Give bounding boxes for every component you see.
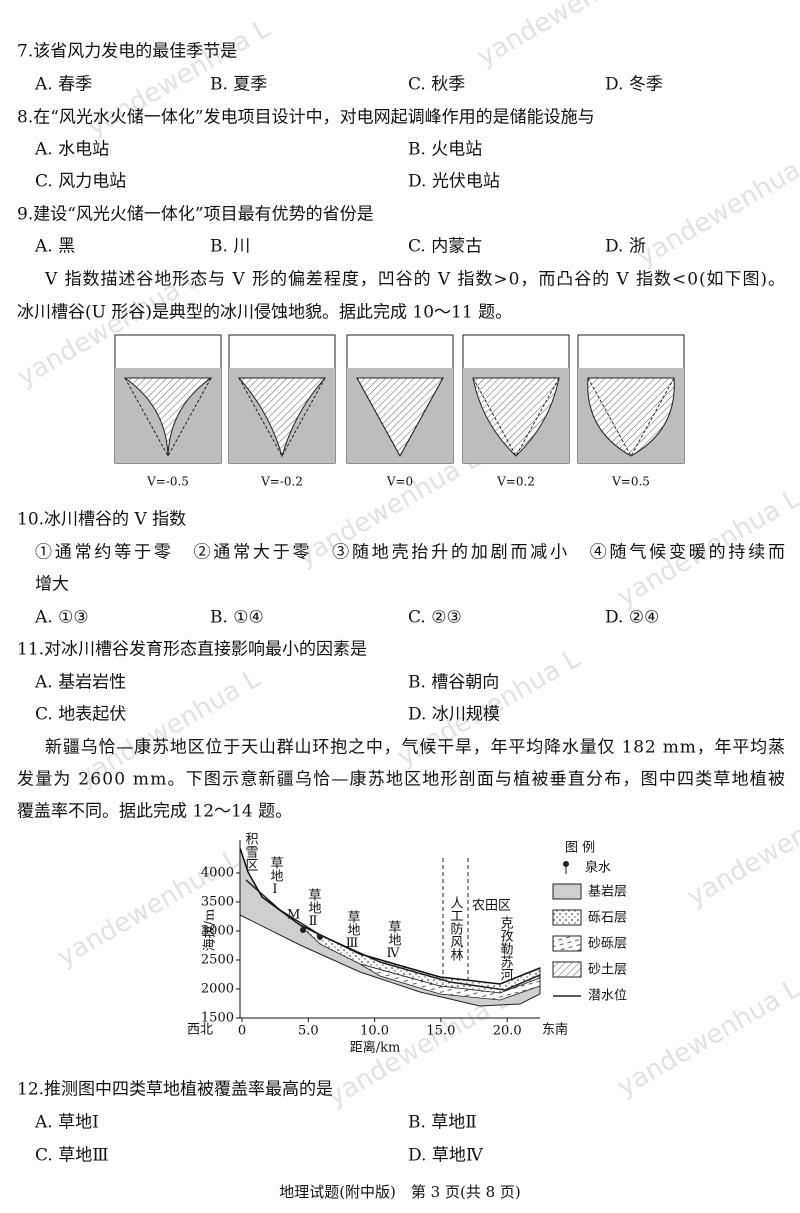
option: D. 草地Ⅳ [408, 1146, 484, 1166]
option: C. ②③ [408, 608, 462, 628]
question-stem: 11.对冰川槽谷发育形态直接影响最小的因素是 [17, 640, 367, 660]
spring [317, 934, 323, 940]
valley-cross-section [237, 377, 327, 458]
legend-label: 砾石层 [588, 911, 627, 926]
x-tick-label: 20.0 [493, 1024, 522, 1039]
option: C. 风力电站 [35, 172, 126, 192]
y-axis-title: 海拔/m [203, 909, 218, 952]
y-tick-label: 4000 [201, 866, 234, 881]
profile-figure: 4000 3500 3000 2500 2000 1500 0 5.0 10.0 15.0 20.0… [187, 832, 627, 1056]
valley-label: V=0.5 [611, 475, 650, 489]
legend-label: 泉水 [585, 860, 611, 876]
valley-label: V=0.2 [496, 475, 535, 489]
option: C. 地表起伏 [35, 705, 126, 725]
statement-line: 增大 [35, 575, 69, 595]
question-stem: 10.冰川槽谷的 V 指数 [17, 510, 186, 530]
valley-cross-section [472, 377, 560, 457]
end-label: 东南 [542, 1022, 568, 1038]
option: B. 川 [210, 237, 250, 257]
option: C. 内蒙古 [408, 237, 482, 257]
zone-label: 积雪区 [243, 832, 259, 871]
option: D. 浙 [605, 237, 646, 257]
zone-label: 草地Ⅰ [268, 856, 284, 897]
zone-label: 人工防风林 [448, 896, 464, 961]
option: B. 槽谷朝向 [408, 673, 499, 693]
x-tick-label: 5.0 [298, 1024, 319, 1039]
y-tick-label: 2000 [201, 982, 234, 997]
option: D. 光伏电站 [408, 172, 500, 192]
valley-label: V=0 [386, 475, 413, 489]
passage-line: 发量为 2600 mm。下图示意新疆乌恰—康苏地区地形剖面与植被垂直分布，图中四… [17, 770, 785, 790]
legend-label: 砂土层 [588, 963, 627, 978]
passage-line: 冰川槽谷(U 形谷)是典型的冰川侵蚀地貌。据此完成 10～11 题。 [17, 303, 512, 323]
watermark: yandewenhua L [682, 783, 800, 912]
legend-label: 潜水位 [588, 989, 627, 1004]
statement-line: ①通常约等于零 ②通常大于零 ③随地壳抬升的加剧而减小 ④随气候变暖的持续而 [35, 543, 785, 563]
valley-cross-section [356, 377, 444, 458]
x-tick-label: 0 [238, 1024, 246, 1039]
zone-label: 农田区 [472, 899, 511, 914]
y-tick-label: 3500 [201, 895, 234, 910]
option: A. 草地Ⅰ [34, 1113, 99, 1133]
y-tick-label: 2500 [201, 953, 234, 968]
legend-title: 图 例 [565, 841, 595, 856]
question-stem: 9.建设“风光火储一体化”项目最有优势的省份是 [17, 205, 374, 225]
passage-line: 覆盖率不同。据此完成 12～14 题。 [17, 802, 292, 822]
x-axis-title: 距离/km [350, 1040, 401, 1056]
sandgravel-layer [359, 963, 541, 1001]
question-stem: 12.推测图中四类草地植被覆盖率最高的是 [17, 1080, 333, 1100]
spring [300, 927, 306, 933]
question-stem: 8.在“风光水火储一体化”发电项目设计中，对电网起调峰作用的是储能设施与 [17, 108, 595, 128]
valley-label: V=-0.2 [260, 475, 303, 489]
valley-cross-section [587, 377, 675, 457]
footer: 地理试题(附中版) 第 3 页(共 8 页) [279, 1183, 521, 1201]
legend-label: 基岩层 [588, 885, 627, 900]
option: A. 春季 [34, 75, 92, 95]
option: A. ①③ [34, 608, 89, 628]
legend-swatch [552, 883, 582, 900]
passage-line: 新疆乌恰—康苏地区位于天山群山环抱之中，气候干旱，年平均降水量仅 182 mm，… [45, 738, 785, 758]
zone-label: 草地Ⅱ [306, 888, 322, 929]
valley-figure: V=-0.5 V=-0.2 V=0 V=0.2 V=0.5 [114, 334, 685, 489]
option: C. 秋季 [408, 75, 465, 95]
zone-label: 草地Ⅲ [345, 910, 361, 951]
question-stem: 7.该省风力发电的最佳季节是 [17, 42, 237, 62]
watermark: yandewenhua L [612, 973, 800, 1102]
legend-swatch [552, 909, 582, 926]
option: B. 草地Ⅱ [408, 1113, 477, 1133]
option: B. ①④ [210, 608, 264, 628]
y-tick-label: 3000 [201, 924, 234, 939]
legend-swatch [552, 961, 582, 978]
option: D. ②④ [605, 608, 659, 628]
watermark: yandewenhua L [632, 143, 800, 272]
y-tick-label: 1500 [201, 1011, 234, 1026]
watermark: yandewenhua L [472, 0, 666, 73]
x-tick-label: 10.0 [360, 1024, 389, 1039]
zone-label: M [287, 908, 300, 923]
valley-cross-section [123, 377, 213, 457]
passage-line: V 指数描述谷地形态与 V 形的偏差程度，凹谷的 V 指数>0，而凸谷的 V 指… [44, 270, 785, 290]
legend-icon [563, 861, 569, 867]
option: D. 冬季 [605, 75, 663, 95]
legend-label: 砂砾层 [588, 937, 627, 952]
option: A. 黑 [34, 237, 75, 257]
legend-swatch [552, 935, 582, 952]
end-label: 西北 [187, 1023, 213, 1038]
valley-label: V=-0.5 [146, 475, 189, 489]
x-tick-label: 15.0 [426, 1024, 455, 1039]
zone-label: 草地Ⅳ [385, 920, 401, 961]
option: B. 夏季 [210, 75, 267, 95]
option: A. 基岩岩性 [34, 673, 126, 693]
option: C. 草地Ⅲ [35, 1146, 109, 1166]
option: B. 火电站 [408, 140, 482, 160]
option: D. 冰川规模 [408, 705, 500, 725]
surface [239, 847, 541, 985]
zone-label: 克孜勒苏河 [498, 916, 514, 981]
option: A. 水电站 [34, 140, 109, 160]
